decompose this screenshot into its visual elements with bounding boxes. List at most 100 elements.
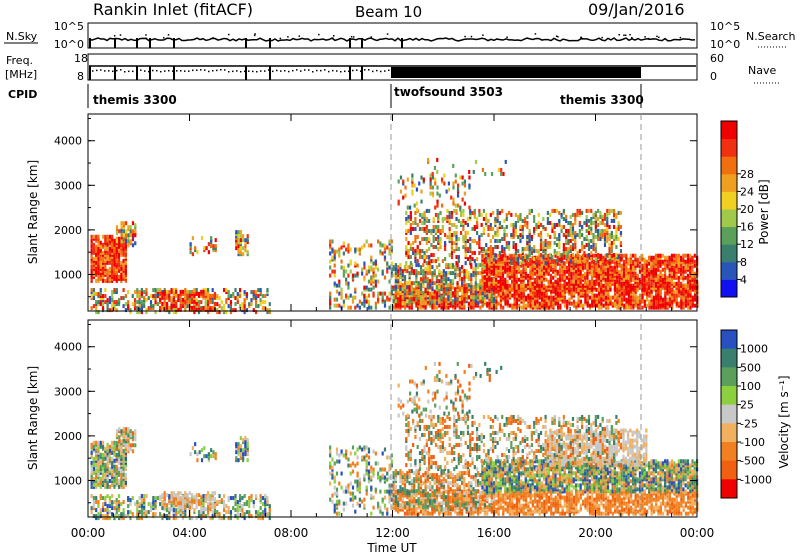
power-echo bbox=[549, 265, 553, 270]
power-echo bbox=[643, 291, 646, 296]
power-echo bbox=[467, 277, 471, 282]
power-echo bbox=[600, 293, 603, 298]
power-echo bbox=[670, 277, 674, 282]
power-echo bbox=[558, 237, 561, 242]
power-echo bbox=[677, 287, 680, 292]
power-echo bbox=[581, 267, 584, 272]
power-echo bbox=[402, 181, 405, 186]
power-echo bbox=[181, 292, 185, 297]
power-echo bbox=[184, 297, 187, 302]
power-echo bbox=[250, 302, 253, 307]
power-echo bbox=[417, 283, 420, 288]
power-echo bbox=[586, 287, 589, 292]
power-echo bbox=[579, 271, 582, 276]
power-echo bbox=[404, 185, 407, 190]
power-echo bbox=[597, 277, 600, 282]
power-echo bbox=[461, 305, 464, 310]
power-echo bbox=[419, 297, 423, 302]
power-echo bbox=[687, 295, 690, 300]
power-echo bbox=[426, 281, 429, 286]
power-echo bbox=[202, 305, 205, 310]
power-echo bbox=[179, 303, 182, 308]
power-echo bbox=[512, 224, 515, 229]
power-echo bbox=[454, 173, 457, 178]
power-echo bbox=[639, 299, 642, 304]
power-echo bbox=[436, 199, 439, 204]
power-echo bbox=[511, 293, 514, 298]
power-echo bbox=[616, 283, 619, 288]
power-echo bbox=[627, 267, 630, 272]
nave-point bbox=[232, 70, 234, 73]
power-echo bbox=[483, 261, 486, 266]
power-echo bbox=[657, 283, 660, 288]
power-echo bbox=[101, 258, 105, 263]
power-echo bbox=[482, 247, 486, 252]
nave-point bbox=[144, 70, 146, 72]
power-echo bbox=[527, 295, 530, 300]
power-echo bbox=[606, 279, 610, 284]
power-echo bbox=[104, 268, 107, 273]
power-echo bbox=[623, 291, 626, 296]
power-echo bbox=[639, 305, 642, 310]
power-echo bbox=[111, 268, 114, 273]
power-echo bbox=[462, 212, 465, 217]
power-echo bbox=[689, 271, 692, 276]
power-echo bbox=[591, 299, 594, 304]
power-echo bbox=[213, 295, 217, 300]
power-echo bbox=[668, 265, 671, 270]
power-echo bbox=[113, 266, 116, 271]
power-echo bbox=[497, 293, 500, 298]
power-echo bbox=[406, 265, 409, 270]
power-echo bbox=[571, 222, 575, 227]
power-echo bbox=[99, 252, 102, 257]
power-echo bbox=[487, 253, 490, 258]
power-echo bbox=[458, 305, 461, 310]
power-echo bbox=[544, 261, 547, 266]
power-echo bbox=[438, 271, 441, 276]
power-echo bbox=[417, 301, 420, 306]
power-echo bbox=[578, 212, 581, 217]
colorbar-segment bbox=[721, 191, 737, 210]
power-echo bbox=[442, 297, 445, 302]
power-echo bbox=[533, 263, 537, 268]
power-echo bbox=[654, 281, 658, 286]
power-echo bbox=[632, 259, 635, 264]
power-echo bbox=[127, 306, 130, 311]
power-echo bbox=[497, 267, 500, 272]
power-echo bbox=[163, 296, 166, 301]
power-echo bbox=[470, 265, 473, 270]
power-echo bbox=[634, 271, 637, 276]
power-echo bbox=[539, 222, 543, 227]
power-echo bbox=[556, 271, 559, 276]
power-echo bbox=[593, 261, 596, 266]
power-echo bbox=[197, 306, 201, 311]
power-echo bbox=[115, 278, 118, 283]
power-echo bbox=[540, 273, 543, 278]
power-echo bbox=[394, 289, 397, 294]
power-echo bbox=[556, 261, 559, 266]
power-echo bbox=[478, 235, 481, 240]
power-echo bbox=[383, 243, 387, 248]
power-echo bbox=[140, 288, 143, 293]
power-echo bbox=[575, 305, 578, 310]
power-echo bbox=[528, 247, 531, 252]
power-echo bbox=[476, 293, 480, 298]
power-echo bbox=[555, 208, 559, 213]
power-echo bbox=[329, 297, 332, 302]
power-echo bbox=[568, 301, 571, 306]
power-echo bbox=[581, 265, 584, 270]
power-echo bbox=[604, 273, 607, 278]
power-echo bbox=[397, 293, 400, 298]
power-echo bbox=[448, 218, 451, 223]
power-echo bbox=[207, 250, 210, 255]
power-echo bbox=[693, 259, 696, 264]
power-echo bbox=[570, 263, 573, 268]
power-echo bbox=[534, 291, 537, 296]
power-echo bbox=[445, 189, 448, 194]
power-echo bbox=[657, 277, 660, 282]
power-echo bbox=[428, 257, 431, 262]
power-echo bbox=[616, 305, 619, 310]
power-echo bbox=[666, 287, 669, 292]
power-echo bbox=[438, 303, 441, 308]
power-echo bbox=[522, 301, 525, 306]
